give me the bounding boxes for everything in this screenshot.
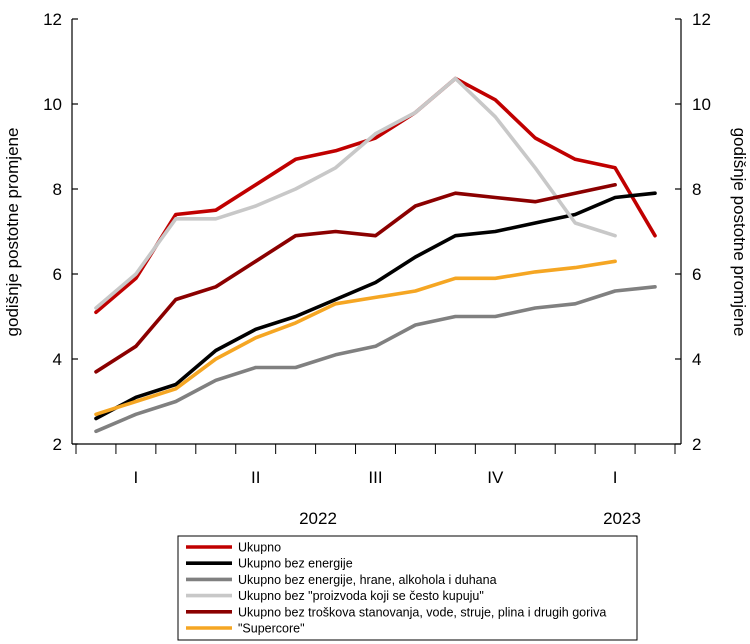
legend-box (177, 535, 638, 641)
y-tick-label-left: 10 (43, 95, 62, 114)
series-line (94, 183, 617, 374)
series-line (94, 285, 657, 434)
y-ticks-left: 2 4 6 8 10 12 (43, 10, 78, 454)
y-tick-label-left: 2 (53, 435, 62, 454)
legend: Ukupno Ukupno bez energije Ukupno bez ener… (177, 535, 638, 641)
legend-label: Ukupno (238, 541, 281, 555)
y-axis-label-right: godišnje postotne promjene (730, 128, 749, 337)
series-line (94, 76, 617, 310)
legend-label: Ukupno bez "proizvoda koji se često kupu… (238, 589, 484, 603)
series-line (94, 259, 617, 417)
y-tick-label-left: 6 (53, 265, 62, 284)
y-tick-label-left: 8 (53, 180, 62, 199)
legend-label: Ukupno bez energije, hrane, alkohola i d… (238, 573, 497, 587)
axes (71, 19, 682, 445)
x-quarter-label: IV (487, 468, 504, 487)
y-axis-label-left: godišnje postotne promjene (3, 128, 22, 337)
y-tick-label-right: 12 (692, 10, 711, 29)
x-quarter-label: I (613, 468, 618, 487)
x-quarter-label: II (251, 468, 260, 487)
y-tick-label-right: 2 (692, 435, 701, 454)
x-year-label-2022: 2022 (299, 509, 337, 528)
series-line (94, 191, 657, 421)
x-quarter-label: III (368, 468, 382, 487)
x-ticks: I II III IV I (75, 444, 676, 487)
y-tick-label-right: 6 (692, 265, 701, 284)
legend-label: Ukupno bez energije (238, 557, 353, 571)
y-tick-label-right: 8 (692, 180, 701, 199)
series-line (94, 76, 657, 315)
x-quarter-label: I (134, 468, 139, 487)
series-group (94, 76, 657, 434)
legend-label: "Supercore" (238, 622, 305, 636)
y-tick-label-left: 12 (43, 10, 62, 29)
y-tick-label-right: 4 (692, 350, 701, 369)
y-tick-label-right: 10 (692, 95, 711, 114)
y-tick-label-left: 4 (53, 350, 62, 369)
x-year-label-2023: 2023 (603, 509, 641, 528)
y-ticks-right: 2 4 6 8 10 12 (675, 10, 711, 454)
legend-label: Ukupno bez troškova stanovanja, vode, st… (238, 605, 606, 619)
